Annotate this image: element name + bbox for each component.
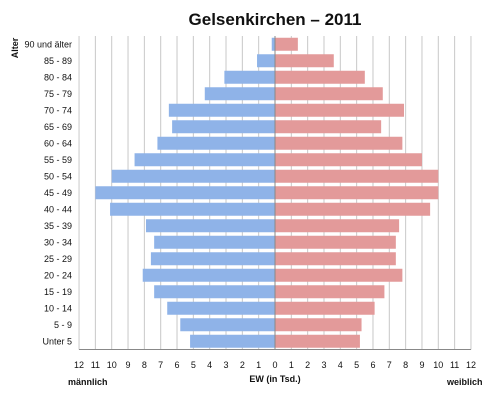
bar-male	[224, 70, 275, 84]
x-tick-label: 7	[387, 360, 392, 370]
bar-male	[111, 169, 275, 183]
category-label: 85 - 89	[44, 56, 72, 66]
bar-male	[168, 103, 275, 117]
bar-male	[167, 301, 275, 315]
category-label: 50 - 54	[44, 171, 72, 181]
bar-female	[275, 202, 431, 216]
category-label: 75 - 79	[44, 89, 72, 99]
category-label: 5 - 9	[54, 320, 72, 330]
bar-female	[275, 268, 403, 282]
y-axis-label: Alter	[10, 37, 20, 58]
bar-male	[134, 153, 275, 167]
bar-female	[275, 70, 365, 84]
bar-male	[172, 120, 275, 134]
bar-male	[180, 318, 275, 332]
chart-title: Gelsenkirchen – 2011	[189, 10, 362, 29]
x-tick-label: 1	[289, 360, 294, 370]
bar-female	[275, 318, 362, 332]
x-tick-label: 12	[466, 360, 476, 370]
bar-female	[275, 153, 422, 167]
bar-male	[95, 186, 276, 200]
x-tick-label: 6	[370, 360, 375, 370]
category-label: 55 - 59	[44, 155, 72, 165]
bar-female	[275, 285, 385, 299]
x-tick-label: 10	[107, 360, 117, 370]
category-label: 90 und älter	[24, 39, 72, 49]
bar-female	[275, 252, 396, 266]
x-tick-label: 0	[272, 360, 277, 370]
bar-female	[275, 169, 439, 183]
category-label: 15 - 19	[44, 287, 72, 297]
x-axis-label: EW (in Tsd.)	[249, 374, 300, 384]
x-tick-label: 2	[240, 360, 245, 370]
category-label: 80 - 84	[44, 72, 72, 82]
bar-male	[190, 334, 275, 348]
category-label: 25 - 29	[44, 254, 72, 264]
x-tick-label: 5	[354, 360, 359, 370]
category-label: 35 - 39	[44, 221, 72, 231]
category-label: 65 - 69	[44, 122, 72, 132]
bar-male	[142, 268, 275, 282]
bar-female	[275, 120, 382, 134]
x-tick-label: 6	[175, 360, 180, 370]
x-tick-label: 4	[207, 360, 212, 370]
left-side-label: männlich	[68, 377, 108, 387]
category-label: 45 - 49	[44, 188, 72, 198]
bar-male	[150, 252, 275, 266]
category-label: 10 - 14	[44, 303, 72, 313]
category-label: 30 - 34	[44, 237, 72, 247]
right-side-label: weiblich	[446, 377, 483, 387]
bar-female	[275, 54, 334, 68]
bar-female	[275, 37, 298, 51]
x-tick-label: 10	[433, 360, 443, 370]
bars-group	[95, 37, 439, 348]
x-tick-label: 3	[224, 360, 229, 370]
bar-female	[275, 186, 439, 200]
x-tick-label: 4	[338, 360, 343, 370]
bar-female	[275, 301, 375, 315]
bar-female	[275, 136, 403, 150]
category-label: 20 - 24	[44, 270, 72, 280]
bar-male	[157, 136, 275, 150]
x-tick-label: 9	[126, 360, 131, 370]
x-tick-label: 7	[158, 360, 163, 370]
x-tick-label: 2	[305, 360, 310, 370]
x-tick-label: 12	[74, 360, 84, 370]
category-label: Unter 5	[42, 336, 72, 346]
x-tick-label: 11	[450, 360, 459, 370]
x-tick-label: 3	[321, 360, 326, 370]
bar-male	[145, 219, 275, 233]
category-label: 60 - 64	[44, 138, 72, 148]
x-tick-label: 11	[91, 360, 100, 370]
bar-female	[275, 334, 360, 348]
x-tick-label: 5	[191, 360, 196, 370]
x-tick-label: 1	[256, 360, 261, 370]
category-label: 70 - 74	[44, 105, 72, 115]
bar-male	[204, 87, 275, 101]
bar-female	[275, 235, 396, 249]
category-labels: 90 und älter 85 - 89 80 - 84 75 - 79 70 - 74…	[24, 39, 72, 346]
bar-male	[257, 54, 275, 68]
bar-male	[110, 202, 275, 216]
bar-male	[271, 37, 275, 51]
bar-female	[275, 103, 405, 117]
x-tick-label: 8	[403, 360, 408, 370]
bar-female	[275, 219, 400, 233]
bar-male	[154, 235, 275, 249]
x-tick-labels: 12 11 10 9 8 7 6 5 4 3 2 1 0 1 2 3 4 5 6 7 8 9 10 11 12	[74, 360, 476, 370]
x-tick-label: 9	[419, 360, 424, 370]
bar-female	[275, 87, 383, 101]
bar-male	[154, 285, 275, 299]
x-tick-label: 8	[142, 360, 147, 370]
category-label: 40 - 44	[44, 204, 72, 214]
